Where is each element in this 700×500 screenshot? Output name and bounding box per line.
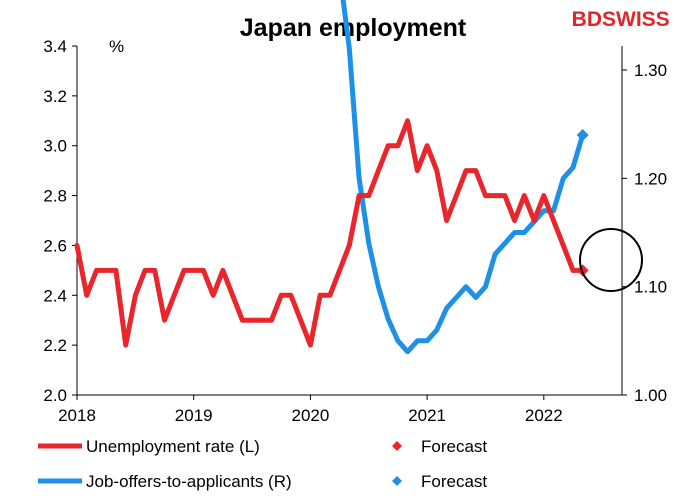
left-tick-label: 3.0 [43,137,67,156]
x-tick-label: 2022 [525,406,563,425]
left-tick-label: 2.4 [43,286,67,305]
x-tick-label: 2018 [58,406,96,425]
right-tick-label: 1.30 [634,61,667,80]
x-tick-label: 2020 [291,406,329,425]
legend: Unemployment rate (L) Forecast Job-offers-… [38,437,487,491]
series-line-unemployment [74,118,576,348]
brand-name-part1: BD [572,8,602,31]
right-tick-label: 1.10 [634,278,667,297]
series-line-job-offers [340,0,576,355]
x-tick-label: 2021 [408,406,446,425]
right-tick-label: 1.20 [634,169,667,188]
legend-label: Job-offers-to-applicants (R) [86,472,292,491]
legend-swatch-diamond [392,441,402,451]
series [74,0,643,355]
forecast-marker-job-offers [576,129,589,142]
left-tick-label: 2.8 [43,187,67,206]
chart-title: Japan employment [240,14,467,42]
left-tick-label: 2.0 [43,386,67,405]
legend-label: Forecast [421,437,487,456]
x-tick-label: 2019 [175,406,213,425]
legend-label: Forecast [421,472,487,491]
forecast-highlight-circle [579,228,643,292]
axes: 2.0 2.2 2.4 2.6 2.8 3.0 3.2 3.4 1.00 1.10 1.20 1.30… [43,37,667,425]
legend-label: Unemployment rate (L) [86,437,260,456]
legend-swatch-diamond [392,476,402,486]
left-tick-label: 2.2 [43,336,67,355]
right-tick-label: 1.00 [634,386,667,405]
left-tick-label: 2.6 [43,236,67,255]
left-tick-label: 3.4 [43,37,67,56]
brand-logo: BD SWISS [572,8,670,31]
left-unit-label: % [109,37,124,56]
forecast-connector [570,132,586,171]
left-tick-label: 3.2 [43,87,67,106]
brand-name-part2: SWISS [602,8,670,31]
